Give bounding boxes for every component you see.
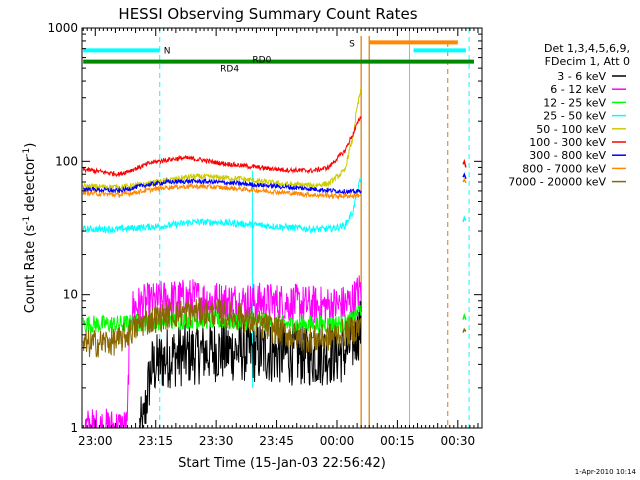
series-line-7 (82, 183, 362, 201)
x-tick-label-3: 23:45 (259, 434, 294, 448)
y-tick-label-3: 1000 (47, 21, 78, 35)
rd0-label: RD0 (252, 56, 271, 66)
late-series-line-4 (462, 312, 467, 320)
legend-entry-2: 12 - 25 keV (543, 96, 606, 109)
x-tick-label-6: 00:30 (441, 434, 476, 448)
legend-entry-5: 100 - 300 keV (529, 136, 606, 149)
night-flag-label: N (164, 46, 171, 56)
series-line-8 (82, 297, 362, 358)
y-tick-label-2: 100 (55, 154, 78, 168)
legend-entry-1: 6 - 12 keV (550, 83, 606, 96)
legend: Det 1,3,4,5,6,9,FDecim 1, Att 0 3 - 6 keV… (508, 42, 630, 189)
x-tick-label-2: 23:30 (199, 434, 234, 448)
y-tick-label-1: 10 (63, 288, 78, 302)
footer-date: 1-Apr-2010 10:14 (575, 468, 637, 476)
legend-header-1: FDecim 1, Att 0 (545, 55, 630, 68)
legend-entry-4: 50 - 100 keV (536, 123, 606, 136)
legend-entry-3: 25 - 50 keV (543, 110, 606, 123)
late-series-line-3 (462, 215, 467, 223)
chart-title: HESSI Observing Summary Count Rates (118, 5, 417, 23)
late-series-line-0 (462, 158, 467, 168)
late-series-line-5 (462, 327, 467, 333)
legend-entry-0: 3 - 6 keV (557, 70, 606, 83)
legend-entry-6: 300 - 800 keV (529, 149, 606, 162)
series-line-3 (82, 177, 362, 235)
x-axis-label: Start Time (15-Jan-03 22:56:42) (178, 456, 386, 471)
legend-entry-7: 800 - 7000 keV (522, 162, 606, 175)
x-tick-label-0: 23:00 (78, 434, 113, 448)
series-line-5 (82, 116, 362, 177)
series-line-6 (83, 177, 362, 196)
x-tick-label-5: 00:15 (380, 434, 415, 448)
late-series-line-1 (462, 172, 467, 180)
rd4-label: RD4 (220, 65, 239, 75)
y-tick-label-0: 1 (70, 421, 78, 435)
late-series-line-2 (462, 177, 467, 184)
flags-layer: N S RD0 RD4 (83, 28, 474, 428)
axes-layer: 1 10 100 1000 23:00 23:15 23:30 23:45 00:00 00:15… (47, 21, 483, 448)
x-tick-label-4: 00:00 (320, 434, 355, 448)
y-axis-label: Count Rate (s-1 detector-1) (22, 143, 38, 314)
x-tick-label-1: 23:15 (138, 434, 173, 448)
legend-header-0: Det 1,3,4,5,6,9, (544, 42, 630, 55)
saa-flag-label: S (349, 39, 355, 49)
series-line-4 (82, 87, 362, 191)
series-layer (82, 87, 467, 429)
plot-frame (81, 27, 483, 429)
legend-entry-8: 7000 - 20000 keV (508, 176, 606, 189)
